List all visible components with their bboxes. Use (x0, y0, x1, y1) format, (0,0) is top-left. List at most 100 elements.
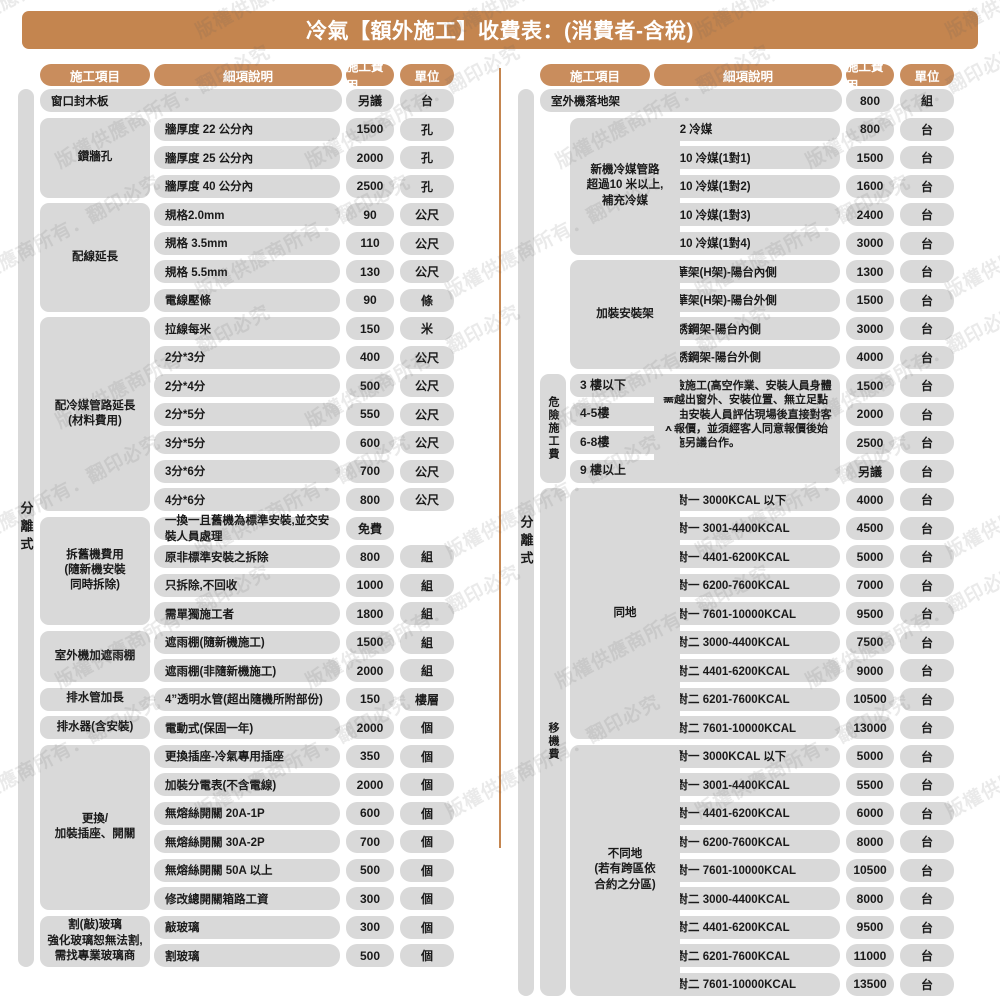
cell-fee: 9500 (846, 602, 894, 625)
cell-unit: 台 (900, 545, 954, 568)
cell-unit: 台 (900, 801, 954, 825)
cell-detail: 豪華架(H架)-陽台外側 (654, 288, 840, 312)
group-label: 鑽牆孔 (40, 117, 150, 198)
cell-detail: 牆厚度 40 公分內 (154, 174, 340, 198)
cell-fee: 600 (346, 431, 394, 454)
cell-detail: 遮雨棚(非隨新機施工) (154, 659, 340, 682)
cell-detail: 一對一 3000KCAL 以下 (654, 488, 840, 511)
cell-detail: 加裝分電表(不含電線) (154, 773, 340, 796)
cell-detail: 一對二 4401-6200KCAL (654, 915, 840, 939)
cell-fee: 300 (346, 915, 394, 939)
cell-unit: 台 (900, 516, 954, 540)
cell-unit: 條 (400, 288, 454, 312)
cell-fee: 2000 (346, 773, 394, 796)
cell-unit: 公尺 (400, 203, 454, 226)
cell-fee: 另議 (346, 89, 394, 112)
cell-unit: 台 (900, 659, 954, 682)
cell-unit: 組 (400, 602, 454, 625)
cell-detail: 一換一且舊機為標準安裝,並交安裝人員處理 (154, 515, 340, 543)
cell-fee: 9000 (846, 659, 894, 682)
group-label: 配線延長 (40, 203, 150, 312)
cell-detail: 4分*6分 (154, 488, 340, 511)
cell-fee: 8000 (846, 830, 894, 853)
cell-unit: 組 (400, 630, 454, 654)
cell-unit: 台 (900, 858, 954, 882)
cell-detail: 拉線每米 (154, 317, 340, 340)
cell-unit: 台 (900, 374, 954, 397)
cell-detail: 2分*5分 (154, 402, 340, 426)
cell-unit: 組 (400, 659, 454, 682)
header-unit: 單位 (400, 64, 454, 86)
group-label: 排水管加長 (40, 687, 150, 711)
group-label: 4-5樓 (570, 402, 680, 426)
cell-fee: 500 (346, 944, 394, 967)
cell-fee: 1500 (346, 630, 394, 654)
group-label: 6-8樓 (570, 431, 680, 454)
cell-detail: 一對一 3000KCAL 以下 (654, 744, 840, 768)
cell-detail: 電動式(保固一年) (154, 716, 340, 739)
header-item: 施工項目 (40, 64, 150, 86)
header-detail: 細項說明 (154, 64, 342, 86)
cell-detail: 牆厚度 22 公分內 (154, 117, 340, 141)
cell-unit: 組 (900, 89, 954, 112)
cell-fee: 800 (846, 89, 894, 112)
cell-detail: 一對一 6200-7600KCAL (654, 830, 840, 853)
group-label: 同地 (570, 488, 680, 739)
cell-fee: 1000 (346, 573, 394, 597)
page-title: 冷氣【額外施工】收費表：(消費者-含稅) (22, 11, 978, 49)
cell-unit: 米 (400, 317, 454, 340)
group-label: 割(敲)玻璃 強化玻璃恕無法割, 需找專業玻璃商 (40, 915, 150, 967)
cell-fee: 5500 (846, 773, 894, 796)
cell-unit: 台 (900, 203, 954, 226)
cell-fee: 350 (346, 744, 394, 768)
cell-detail: 3分*6分 (154, 459, 340, 483)
cell-detail: 規格 3.5mm (154, 231, 340, 255)
cell-unit: 孔 (400, 146, 454, 169)
cell-fee: 90 (346, 203, 394, 226)
cell-fee: 550 (346, 402, 394, 426)
cell-unit: 台 (900, 317, 954, 340)
cell-unit: 公尺 (400, 402, 454, 426)
cell-detail: 一對二 7601-10000KCAL (654, 972, 840, 996)
cell-detail: 更換插座-冷氣專用插座 (154, 744, 340, 768)
cell-fee: 9500 (846, 915, 894, 939)
cell-unit: 公尺 (400, 459, 454, 483)
cell-fee: 90 (346, 288, 394, 312)
cell-fee: 2000 (846, 402, 894, 426)
cell-unit: 台 (900, 431, 954, 454)
group-label: 不同地 (若有跨區依 合約之分區) (570, 744, 680, 996)
cell-detail: 一對一 4401-6200KCAL (654, 545, 840, 568)
cell-fee: 400 (346, 345, 394, 369)
cell-fee: 10500 (846, 687, 894, 711)
cell-unit: 公尺 (400, 231, 454, 255)
cell-fee: 150 (346, 317, 394, 340)
cell-unit: 台 (900, 687, 954, 711)
cell-detail: 無熔絲開關 30A-2P (154, 830, 340, 853)
cell-detail: 一對一 6200-7600KCAL (654, 573, 840, 597)
cell-detail: 修改總開關箱路工資 (154, 887, 340, 910)
group-label: 3 樓以下 (570, 374, 680, 397)
cell-unit: 台 (900, 602, 954, 625)
cell-unit: 台 (900, 744, 954, 768)
cell-fee: 5000 (846, 744, 894, 768)
cell-unit: 台 (900, 830, 954, 853)
header-fee: 施工費用 (846, 60, 894, 93)
tables-container: 施工項目 細項說明 施工費用 單位 分離式 窗口封木板 另議台牆厚度 22 公分內 1500… (0, 60, 1000, 996)
cell-fee: 1800 (346, 602, 394, 625)
cell-detail: 不銹鋼架-陽台外側 (654, 345, 840, 369)
cell-unit: 個 (400, 830, 454, 853)
cell-fee: 2400 (846, 203, 894, 226)
cell-detail: 不銹鋼架-陽台內側 (654, 317, 840, 340)
cell-unit: 個 (400, 744, 454, 768)
cell-fee: 2000 (346, 659, 394, 682)
danger-note: 危險施工(高空作業、安裝人員身體需越出窗外、安裝位置、無立足點等)由安裝人員評估… (654, 374, 840, 483)
cell-unit: 公尺 (400, 488, 454, 511)
group-label: 新機冷媒管路 超過10 米以上, 補充冷媒 (570, 117, 680, 255)
cell-detail: R410 冷媒(1對3) (654, 203, 840, 226)
group-label: 室外機加遮雨棚 (40, 630, 150, 682)
cell-fee: 4000 (846, 488, 894, 511)
cell-fee: 700 (346, 459, 394, 483)
group-label: 更換/加裝插座、開關 (40, 744, 150, 910)
cell-fee: 4500 (846, 516, 894, 540)
cell-unit: 個 (400, 773, 454, 796)
